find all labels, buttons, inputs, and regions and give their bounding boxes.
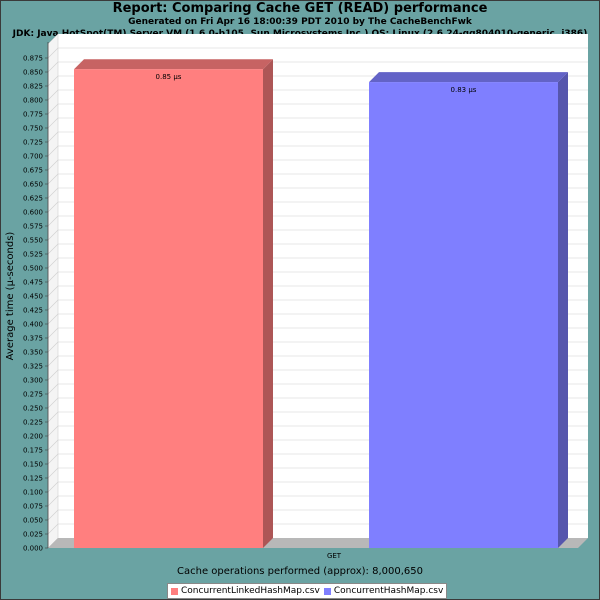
- y-tick-label: 0.625: [23, 195, 43, 203]
- gridline-depth: [47, 243, 59, 255]
- gridline-depth: [47, 187, 59, 199]
- chart-subtitle-generated: Generated on Fri Apr 16 18:00:39 PDT 201…: [128, 17, 472, 27]
- y-tick-label: 0.025: [23, 531, 43, 539]
- y-axis-label: Average time (μ-seconds): [5, 232, 16, 361]
- y-tick-label: 0.825: [23, 83, 43, 91]
- bar-data-label-1: 0.85 μs: [156, 73, 182, 81]
- legend-swatch-series-1: [171, 587, 178, 595]
- gridline-depth: [47, 369, 59, 381]
- legend: ConcurrentLinkedHashMap.csv ConcurrentHa…: [167, 583, 448, 599]
- gridline-depth: [47, 201, 59, 213]
- bar-side-2: [558, 72, 568, 548]
- y-tick-label: 0.200: [23, 433, 43, 441]
- y-tick-label: 0.225: [23, 419, 43, 427]
- y-tick-label: 0.175: [23, 447, 43, 455]
- bar-top-2: [369, 72, 568, 83]
- y-tick-label: 0.600: [23, 209, 43, 217]
- gridline-depth: [47, 117, 59, 129]
- gridline-depth: [47, 481, 59, 493]
- gridline-depth: [47, 425, 59, 437]
- bar-side-1: [263, 59, 273, 548]
- y-tick-label: 0.350: [23, 349, 43, 357]
- gridline-depth: [47, 313, 59, 325]
- gridline-depth: [47, 159, 59, 171]
- y-tick-label: 0.100: [23, 489, 43, 497]
- gridline-depth: [47, 411, 59, 423]
- x-category-label: GET: [327, 552, 342, 560]
- y-tick-label: 0.800: [23, 97, 43, 105]
- y-tick-label: 0.550: [23, 237, 43, 245]
- y-tick-label: 0.675: [23, 167, 43, 175]
- legend-item-series-2: ConcurrentHashMap.csv: [323, 586, 444, 596]
- gridline-depth: [47, 383, 59, 395]
- gridline-depth: [47, 103, 59, 115]
- gridline-depth: [47, 75, 59, 87]
- x-axis-label: Cache operations performed (approx): 8,0…: [177, 566, 423, 577]
- y-tick-label: 0.725: [23, 139, 43, 147]
- y-tick-label: 0.125: [23, 475, 43, 483]
- y-tick-label: 0.050: [23, 517, 43, 525]
- chart-title: Report: Comparing Cache GET (READ) perfo…: [112, 1, 488, 16]
- y-tick-label: 0.450: [23, 293, 43, 301]
- gridline-depth: [47, 439, 59, 451]
- y-tick-label: 0.300: [23, 377, 43, 385]
- y-tick-label: 0.750: [23, 125, 43, 133]
- y-tick-label: 0.875: [23, 55, 43, 63]
- bar-data-label-2: 0.83 μs: [451, 86, 477, 94]
- gridline-depth: [47, 257, 59, 269]
- y-tick-label: 0.425: [23, 307, 43, 315]
- y-tick-label: 0.275: [23, 391, 43, 399]
- gridline-depth: [47, 327, 59, 339]
- y-tick-label: 0.075: [23, 503, 43, 511]
- gridline-depth: [47, 47, 59, 59]
- y-tick-label: 0.250: [23, 405, 43, 413]
- legend-swatch-series-2: [323, 587, 331, 595]
- gridline-depth: [47, 453, 59, 465]
- y-tick-label: 0.525: [23, 251, 43, 259]
- y-tick-label: 0.375: [23, 335, 43, 343]
- legend-label-series-1: ConcurrentLinkedHashMap.csv: [181, 586, 320, 596]
- gridline-depth: [47, 467, 59, 479]
- bar-2: [369, 82, 558, 548]
- gridline-depth: [47, 523, 59, 535]
- gridline-depth: [47, 341, 59, 353]
- gridline-depth: [47, 145, 59, 157]
- gridline-depth: [47, 229, 59, 241]
- gridline-depth: [47, 89, 59, 101]
- y-tick-label: 0.850: [23, 69, 43, 77]
- y-tick-label: 0.000: [23, 545, 43, 553]
- bar-1: [74, 69, 263, 548]
- y-tick-label: 0.650: [23, 181, 43, 189]
- gridline-depth: [47, 173, 59, 185]
- gridline-depth: [47, 285, 59, 297]
- gridline-depth: [47, 495, 59, 507]
- gridline-depth: [47, 61, 59, 73]
- y-tick-label: 0.475: [23, 279, 43, 287]
- gridline-depth: [47, 355, 59, 367]
- gridline-depth: [47, 215, 59, 227]
- y-tick-label: 0.325: [23, 363, 43, 371]
- y-tick-label: 0.775: [23, 111, 43, 119]
- gridline-depth: [47, 131, 59, 143]
- legend-label-series-2: ConcurrentHashMap.csv: [333, 586, 444, 596]
- legend-item-series-1: ConcurrentLinkedHashMap.csv: [171, 586, 320, 596]
- gridline-depth: [47, 397, 59, 409]
- y-tick-label: 0.700: [23, 153, 43, 161]
- gridline-depth: [47, 271, 59, 283]
- bar-top-1: [74, 59, 273, 70]
- y-tick-label: 0.500: [23, 265, 43, 273]
- gridline-depth: [47, 509, 59, 521]
- y-tick-label: 0.575: [23, 223, 43, 231]
- y-tick-label: 0.400: [23, 321, 43, 329]
- gridline-depth: [47, 299, 59, 311]
- y-tick-label: 0.150: [23, 461, 43, 469]
